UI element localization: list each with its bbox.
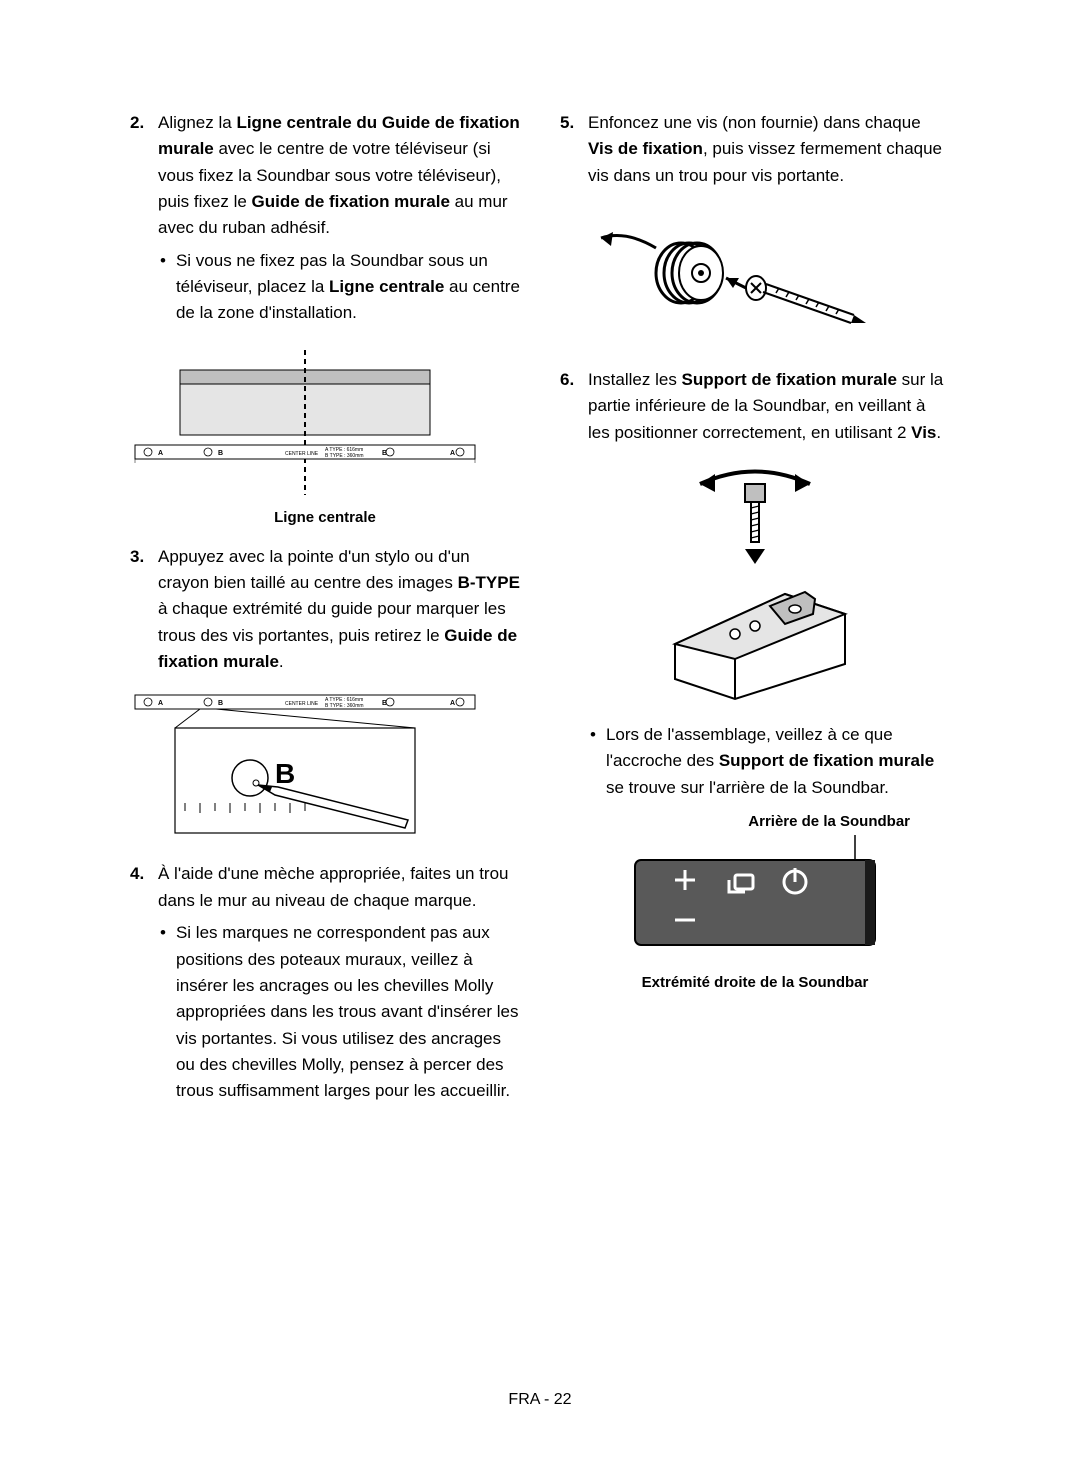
svg-text:CENTER LINE: CENTER LINE: [285, 701, 319, 707]
step-body: Installez les Support de fixation murale…: [588, 367, 950, 446]
bold-text: Vis: [911, 423, 936, 442]
step-6: 6. Installez les Support de fixation mur…: [560, 367, 950, 446]
figure-caption: Ligne centrale: [130, 509, 520, 526]
bullet-item: • Lors de l'assemblage, veillez à ce que…: [590, 722, 950, 801]
text: Appuyez avec la pointe d'un stylo ou d'u…: [158, 547, 470, 592]
bold-text: B-TYPE: [458, 573, 520, 592]
bold-text: Support de fixation murale: [719, 751, 934, 770]
svg-text:A: A: [158, 450, 163, 457]
screw-holder-diagram: [571, 218, 901, 338]
step-number: 2.: [130, 110, 148, 327]
svg-text:CENTER LINE: CENTER LINE: [285, 451, 319, 457]
step-body: Alignez la Ligne centrale du Guide de fi…: [158, 110, 520, 327]
page-footer: FRA - 22: [0, 1391, 1080, 1409]
bold-text: Vis de fixation: [588, 139, 703, 158]
figure-screw-holder: [560, 207, 950, 349]
bullet-dot-icon: •: [160, 920, 166, 1104]
bullet-item: • Si les marques ne correspondent pas au…: [160, 920, 520, 1104]
bullet-dot-icon: •: [160, 248, 166, 327]
svg-text:B: B: [382, 450, 387, 457]
bullet-text: Si vous ne fixez pas la Soundbar sous un…: [176, 248, 520, 327]
step-number: 4.: [130, 861, 148, 1104]
step-4: 4. À l'aide d'une mèche appropriée, fait…: [130, 861, 520, 1104]
bullet-dot-icon: •: [590, 722, 596, 801]
text: se trouve sur l'arrière de la Soundbar.: [606, 778, 889, 797]
text: Installez les: [588, 370, 682, 389]
step-number: 3.: [130, 544, 148, 676]
bullet-item: • Si vous ne fixez pas la Soundbar sous …: [160, 248, 520, 327]
text: À l'aide d'une mèche appropriée, faites …: [158, 864, 509, 909]
figure-btype: A B CENTER LINE A TYPE : 616mm B TYPE : …: [130, 693, 520, 843]
bold-text: Ligne centrale: [329, 277, 444, 296]
text: Alignez la: [158, 113, 236, 132]
svg-text:B: B: [275, 758, 295, 789]
step-number: 5.: [560, 110, 578, 189]
right-column: 5. Enfoncez une vis (non fournie) dans c…: [560, 110, 950, 1123]
figure-bracket: [560, 464, 950, 704]
bullet-text: Si les marques ne correspondent pas aux …: [176, 920, 520, 1104]
soundbar-side-diagram: [605, 830, 905, 970]
figure-soundbar-side: Arrière de la Soundbar: [560, 813, 950, 991]
two-column-layout: 2. Alignez la Ligne centrale du Guide de…: [130, 110, 950, 1123]
bracket-diagram: [645, 464, 865, 704]
step-body: Enfoncez une vis (non fournie) dans chaq…: [588, 110, 950, 189]
figure-center-line: A B CENTER LINE A TYPE : 616mm B TYPE : …: [130, 345, 520, 526]
text: .: [936, 423, 941, 442]
svg-text:B: B: [218, 700, 223, 707]
step-3: 3. Appuyez avec la pointe d'un stylo ou …: [130, 544, 520, 676]
step-5: 5. Enfoncez une vis (non fournie) dans c…: [560, 110, 950, 189]
bold-text: Guide de fixation murale: [252, 192, 450, 211]
svg-text:B: B: [382, 700, 387, 707]
svg-text:B TYPE : 360mm: B TYPE : 360mm: [325, 453, 364, 459]
text: Enfoncez une vis (non fournie) dans chaq…: [588, 113, 921, 132]
step-number: 6.: [560, 367, 578, 446]
step-body: À l'aide d'une mèche appropriée, faites …: [158, 861, 520, 1104]
step-body: Appuyez avec la pointe d'un stylo ou d'u…: [158, 544, 520, 676]
bullet-text: Lors de l'assemblage, veillez à ce que l…: [606, 722, 950, 801]
text: .: [279, 652, 284, 671]
btype-diagram: A B CENTER LINE A TYPE : 616mm B TYPE : …: [130, 693, 480, 843]
bold-text: Support de fixation murale: [682, 370, 897, 389]
step-2: 2. Alignez la Ligne centrale du Guide de…: [130, 110, 520, 327]
figure-caption-bottom: Extrémité droite de la Soundbar: [560, 974, 950, 991]
svg-text:B TYPE : 360mm: B TYPE : 360mm: [325, 703, 364, 709]
center-line-diagram: A B CENTER LINE A TYPE : 616mm B TYPE : …: [130, 345, 480, 505]
document-page: 2. Alignez la Ligne centrale du Guide de…: [0, 0, 1080, 1479]
svg-text:A: A: [158, 700, 163, 707]
svg-text:A: A: [450, 700, 455, 707]
figure-caption-top: Arrière de la Soundbar: [560, 813, 950, 830]
left-column: 2. Alignez la Ligne centrale du Guide de…: [130, 110, 520, 1123]
svg-text:B: B: [218, 450, 223, 457]
svg-text:A: A: [450, 450, 455, 457]
